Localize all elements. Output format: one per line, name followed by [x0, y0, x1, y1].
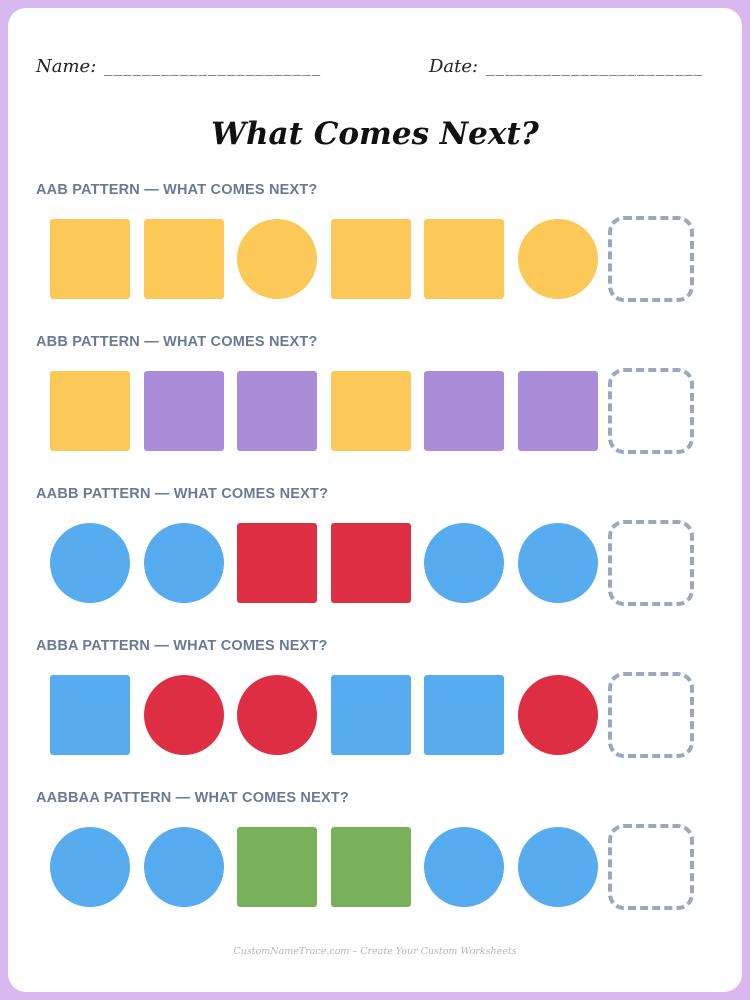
name-label: Name: [36, 56, 97, 77]
footer-credit: CustomNameTrace.com – Create Your Custom… [233, 946, 517, 957]
pattern-label: AABB PATTERN — WHAT COMES NEXT? [36, 486, 329, 502]
pattern-row [50, 822, 700, 912]
answer-blank-box[interactable] [608, 216, 694, 302]
yellow-square [50, 219, 130, 299]
blue-square [330, 675, 411, 755]
answer-blank-box[interactable] [608, 520, 694, 606]
date-line: _______________________ [486, 60, 703, 76]
blue-circle [517, 827, 598, 907]
name-field: Name: _______________________ [36, 56, 321, 77]
blue-square [424, 675, 504, 755]
red-square [330, 523, 411, 603]
blue-circle [143, 827, 224, 907]
blue-circle [424, 827, 504, 907]
blue-circle [424, 523, 504, 603]
worksheet: Name: _______________________ Date: ____… [8, 8, 742, 992]
pattern-label: AAB PATTERN — WHAT COMES NEXT? [36, 182, 318, 198]
green-square [237, 827, 317, 907]
yellow-square [330, 371, 411, 451]
blue-square [50, 675, 130, 755]
purple-square [424, 371, 504, 451]
answer-blank-box[interactable] [608, 672, 694, 758]
pattern-row [50, 518, 700, 608]
pattern-row [50, 366, 700, 456]
purple-square [517, 371, 598, 451]
yellow-square [50, 371, 130, 451]
red-circle [517, 675, 598, 755]
yellow-square [143, 219, 224, 299]
date-field: Date: _______________________ [429, 56, 703, 77]
blue-circle [50, 827, 130, 907]
blue-circle [50, 523, 130, 603]
purple-square [237, 371, 317, 451]
blue-circle [517, 523, 598, 603]
pattern-label: ABBA PATTERN — WHAT COMES NEXT? [36, 638, 328, 654]
pattern-label: ABB PATTERN — WHAT COMES NEXT? [36, 334, 318, 350]
page-title: What Comes Next? [211, 116, 539, 152]
pattern-row [50, 214, 700, 304]
green-square [330, 827, 411, 907]
red-circle [237, 675, 317, 755]
answer-blank-box[interactable] [608, 368, 694, 454]
yellow-square [330, 219, 411, 299]
red-square [237, 523, 317, 603]
pattern-row [50, 670, 700, 760]
purple-square [143, 371, 224, 451]
answer-blank-box[interactable] [608, 824, 694, 910]
yellow-circle [237, 219, 317, 299]
red-circle [143, 675, 224, 755]
date-label: Date: [429, 56, 479, 77]
blue-circle [143, 523, 224, 603]
yellow-circle [517, 219, 598, 299]
pattern-label: AABBAA PATTERN — WHAT COMES NEXT? [36, 790, 349, 806]
yellow-square [424, 219, 504, 299]
name-line: _______________________ [104, 60, 322, 76]
